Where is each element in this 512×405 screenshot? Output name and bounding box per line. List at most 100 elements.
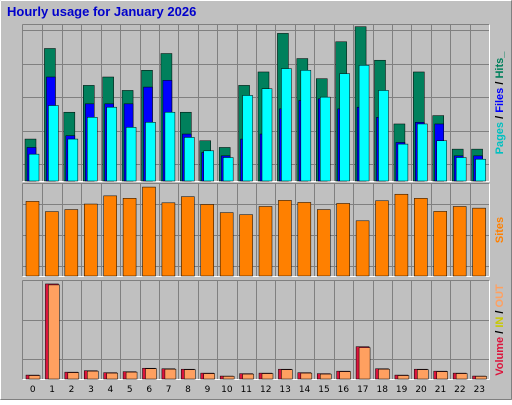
bar-pages-16 bbox=[339, 73, 350, 182]
bar-sites-10 bbox=[219, 212, 234, 277]
bar-sites-0 bbox=[25, 201, 40, 277]
bar-pages-10 bbox=[222, 157, 234, 182]
bar-sites-1 bbox=[45, 211, 59, 277]
bar-pages-19 bbox=[397, 143, 409, 182]
bar-pages-20 bbox=[417, 123, 428, 182]
x-tick-label: 3 bbox=[88, 385, 94, 395]
x-tick-label: 7 bbox=[166, 385, 172, 395]
bar-pages-23 bbox=[475, 158, 486, 182]
side-label-part: Hits_ bbox=[494, 51, 506, 79]
bar-sites-4 bbox=[103, 195, 117, 277]
bar-volume-out-15 bbox=[320, 373, 332, 380]
bar-sites-14 bbox=[297, 202, 312, 277]
bar-pages-5 bbox=[125, 127, 137, 182]
x-tick-label: 21 bbox=[435, 385, 446, 395]
bar-pages-13 bbox=[281, 68, 292, 182]
bar-volume-out-20 bbox=[417, 369, 429, 380]
x-tick-label: 2 bbox=[69, 385, 75, 395]
bar-sites-5 bbox=[122, 198, 137, 277]
bar-volume-out-5 bbox=[125, 371, 138, 380]
x-tick-label: 8 bbox=[185, 385, 191, 395]
side-label-bottom: Volume / IN / OUT bbox=[494, 284, 506, 376]
bar-volume-out-8 bbox=[184, 369, 196, 380]
side-label-top: Pages / Files / Hits_ bbox=[494, 51, 506, 155]
bar-volume-out-18 bbox=[378, 368, 390, 380]
bar-sites-22 bbox=[452, 206, 467, 277]
x-tick-label: 22 bbox=[454, 385, 465, 395]
bar-pages-6 bbox=[145, 122, 156, 182]
bar-sites-16 bbox=[336, 203, 350, 277]
bar-volume-out-3 bbox=[87, 370, 99, 380]
panel-hits-files-pages: Pages / Files / Hits_ bbox=[22, 24, 506, 182]
x-tick-label: 11 bbox=[241, 385, 252, 395]
x-tick-label: 15 bbox=[318, 385, 329, 395]
bar-sites-18 bbox=[375, 200, 389, 277]
side-label-part: IN bbox=[494, 317, 506, 328]
bar-sites-19 bbox=[394, 193, 409, 277]
x-tick-label: 18 bbox=[376, 385, 388, 395]
bar-volume-out-12 bbox=[261, 373, 274, 380]
bar-sites-9 bbox=[200, 204, 214, 277]
bar-pages-1 bbox=[48, 105, 59, 182]
bar-volume-out-10 bbox=[222, 376, 235, 380]
bar-pages-12 bbox=[261, 88, 273, 182]
x-tick-label: 14 bbox=[299, 385, 311, 395]
bar-volume-out-21 bbox=[436, 371, 448, 380]
bar-volume-out-16 bbox=[339, 371, 351, 380]
bar-sites-23 bbox=[472, 207, 486, 277]
bar-sites-7 bbox=[161, 202, 176, 277]
bar-sites-15 bbox=[317, 209, 331, 277]
bar-pages-4 bbox=[106, 106, 117, 182]
x-tick-label: 5 bbox=[127, 385, 133, 395]
side-label-part: Files bbox=[494, 88, 506, 113]
side-label-part: / bbox=[494, 113, 506, 122]
x-tick-label: 17 bbox=[357, 385, 368, 395]
bar-volume-out-0 bbox=[28, 375, 41, 380]
bar-pages-14 bbox=[300, 70, 312, 182]
bar-sites-3 bbox=[84, 203, 98, 277]
bar-volume-out-1 bbox=[48, 284, 60, 380]
x-tick-label: 20 bbox=[415, 385, 427, 395]
bar-pages-21 bbox=[436, 140, 447, 182]
bar-volume-out-4 bbox=[106, 372, 118, 380]
x-tick-label: 10 bbox=[221, 385, 233, 395]
side-label-part: Volume bbox=[494, 337, 506, 376]
panel-volume: Volume / IN / OUT bbox=[22, 280, 506, 380]
bar-volume-out-17 bbox=[358, 347, 371, 380]
bar-pages-2 bbox=[67, 138, 79, 182]
bar-pages-22 bbox=[455, 157, 467, 182]
bar-pages-9 bbox=[203, 150, 214, 182]
bar-volume-out-23 bbox=[475, 376, 487, 380]
x-tick-label: 23 bbox=[474, 385, 485, 395]
bar-volume-out-11 bbox=[242, 373, 254, 380]
bar-volume-out-14 bbox=[300, 372, 313, 380]
x-tick-label: 13 bbox=[279, 385, 290, 395]
bar-sites-6 bbox=[142, 186, 156, 277]
x-tick-label: 6 bbox=[146, 385, 152, 395]
bar-sites-8 bbox=[181, 196, 195, 277]
bar-pages-7 bbox=[164, 111, 176, 182]
side-label-middle: Sites bbox=[494, 217, 506, 243]
x-tick-label: 0 bbox=[30, 385, 36, 395]
bar-pages-15 bbox=[320, 96, 331, 182]
bar-pages-8 bbox=[184, 137, 195, 182]
panel-sites: Sites bbox=[22, 183, 506, 277]
side-label-part: OUT bbox=[494, 284, 506, 308]
bar-pages-18 bbox=[378, 90, 389, 182]
x-tick-label: 4 bbox=[108, 385, 114, 395]
bar-volume-out-6 bbox=[145, 368, 157, 380]
bar-volume-out-22 bbox=[455, 373, 468, 380]
bar-sites-21 bbox=[433, 211, 447, 277]
bar-sites-12 bbox=[258, 206, 273, 277]
side-label-part: / bbox=[494, 328, 506, 337]
bar-pages-17 bbox=[358, 65, 370, 182]
bar-sites-17 bbox=[355, 220, 370, 277]
x-tick-label: 9 bbox=[205, 385, 211, 395]
x-tick-label: 19 bbox=[396, 385, 408, 395]
side-label-part: / bbox=[494, 307, 506, 316]
x-tick-label: 12 bbox=[260, 385, 271, 395]
bar-pages-0 bbox=[28, 153, 40, 182]
side-label-part: Sites bbox=[494, 217, 506, 243]
